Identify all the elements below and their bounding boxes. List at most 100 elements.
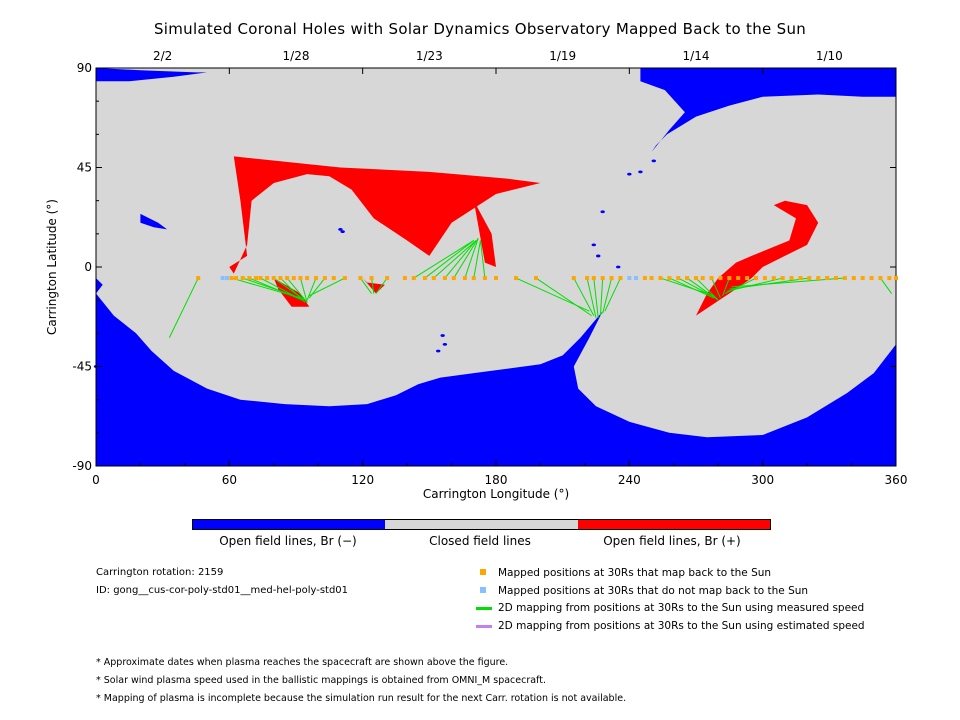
mapping-line-measured <box>371 277 375 294</box>
mapping-line-measured <box>360 277 372 294</box>
y-tick-label: -45 <box>72 360 92 374</box>
x-tick-label: 240 <box>618 473 641 487</box>
mapped-point <box>451 276 456 281</box>
open-negative-island <box>338 228 343 231</box>
colorbar-open-positive <box>577 520 770 529</box>
mapping-line-measured <box>273 277 306 301</box>
mapping-line-measured <box>309 277 346 297</box>
mapped-point <box>291 276 296 281</box>
mapping-line-measured <box>479 240 486 279</box>
mapping-line-measured <box>593 278 599 318</box>
colorbar-open-negative <box>193 520 386 529</box>
mapped-point <box>234 276 238 281</box>
mapping-line-measured <box>602 277 613 314</box>
mapped-point <box>878 276 883 281</box>
legend-mapped-marker <box>480 569 486 575</box>
mapped-point <box>431 276 436 281</box>
open-negative-island <box>651 159 656 163</box>
mapped-point <box>816 276 821 281</box>
y-tick-label: -90 <box>72 459 92 473</box>
mapping-line-measured <box>280 277 306 303</box>
mapping-line-measured <box>424 240 475 279</box>
mapping-line-measured <box>444 240 477 279</box>
open-negative-region <box>140 213 168 230</box>
mapped-point <box>649 276 654 281</box>
open-negative-island <box>627 172 632 176</box>
mapping-line-measured <box>286 277 308 303</box>
mapping-line-measured <box>604 277 621 312</box>
chart-title: Simulated Coronal Holes with Solar Dynam… <box>153 20 807 38</box>
open-negative-region <box>96 278 103 294</box>
mapped-point <box>894 276 898 281</box>
top-date-label: 1/23 <box>416 49 443 63</box>
colorbar-closed <box>385 520 578 529</box>
mapping-line-measured <box>586 277 597 318</box>
mapped-point <box>694 276 698 281</box>
mapped-point <box>676 276 681 281</box>
y-tick-label: 90 <box>77 61 92 75</box>
mapped-point <box>754 276 758 281</box>
mapped-point <box>762 276 767 281</box>
y-tick-label: 45 <box>77 161 92 175</box>
mapped-point <box>887 276 892 281</box>
mapped-point <box>254 276 258 281</box>
mapped-point <box>834 276 838 281</box>
mapped-point <box>534 276 538 281</box>
unmapped-point <box>220 276 225 281</box>
mapped-point <box>642 276 647 281</box>
open-negative-region <box>96 293 896 466</box>
colorbar <box>192 519 771 530</box>
mapped-point <box>618 276 623 281</box>
mapped-point <box>305 276 310 281</box>
mapping-line-measured <box>722 277 730 296</box>
mapping-line-measured <box>535 277 592 317</box>
mapped-point <box>600 276 605 281</box>
mapped-point <box>331 276 336 281</box>
legend-unmapped-label: Mapped positions at 30Rs that do not map… <box>498 585 809 597</box>
mapped-point <box>709 276 714 281</box>
x-tick-label: 180 <box>485 473 508 487</box>
mapped-point <box>298 276 303 281</box>
open-negative-island <box>596 254 601 258</box>
open-negative-island <box>436 349 441 353</box>
x-tick-label: 0 <box>92 473 100 487</box>
mapped-point <box>789 276 794 281</box>
mapped-point <box>278 276 283 281</box>
mapped-point <box>442 276 447 281</box>
open-negative-island <box>340 230 345 234</box>
mapped-point <box>514 276 518 281</box>
legend-measured-label: 2D mapping from positions at 30Rs to the… <box>498 602 865 614</box>
mapping-line-measured <box>306 277 317 301</box>
mapped-point <box>402 276 407 281</box>
mapped-point <box>462 276 467 281</box>
mapped-point <box>422 276 427 281</box>
top-date-label: 1/19 <box>549 49 576 63</box>
mapped-point <box>745 276 750 281</box>
note-1: * Approximate dates when plasma reaches … <box>96 657 509 668</box>
legend-measured-line <box>476 607 492 610</box>
mapping-line-measured <box>249 277 303 301</box>
mapped-point <box>482 276 487 281</box>
mapped-point <box>585 276 590 281</box>
unmapped-point <box>634 276 638 281</box>
mapped-point <box>771 276 776 281</box>
mapped-point <box>667 276 672 281</box>
mapped-point <box>494 276 498 281</box>
mapping-line-measured <box>669 277 714 299</box>
x-axis-label: Carrington Longitude (°) <box>423 487 569 501</box>
open-negative-region <box>96 68 208 82</box>
x-tick-label: 120 <box>351 473 374 487</box>
mapped-point <box>196 276 201 281</box>
mapped-point <box>700 276 705 281</box>
open-positive-region <box>229 156 541 274</box>
mapped-point <box>842 276 847 281</box>
mapping-line-measured <box>375 277 388 294</box>
top-date-label: 1/10 <box>816 49 843 63</box>
mapped-point <box>240 276 245 281</box>
mapping-line-measured <box>695 277 719 301</box>
mapping-line-measured <box>242 277 301 299</box>
open-negative-island <box>440 334 445 337</box>
open-negative-island <box>600 210 605 214</box>
mapped-point <box>807 276 812 281</box>
mapped-point <box>229 276 234 281</box>
